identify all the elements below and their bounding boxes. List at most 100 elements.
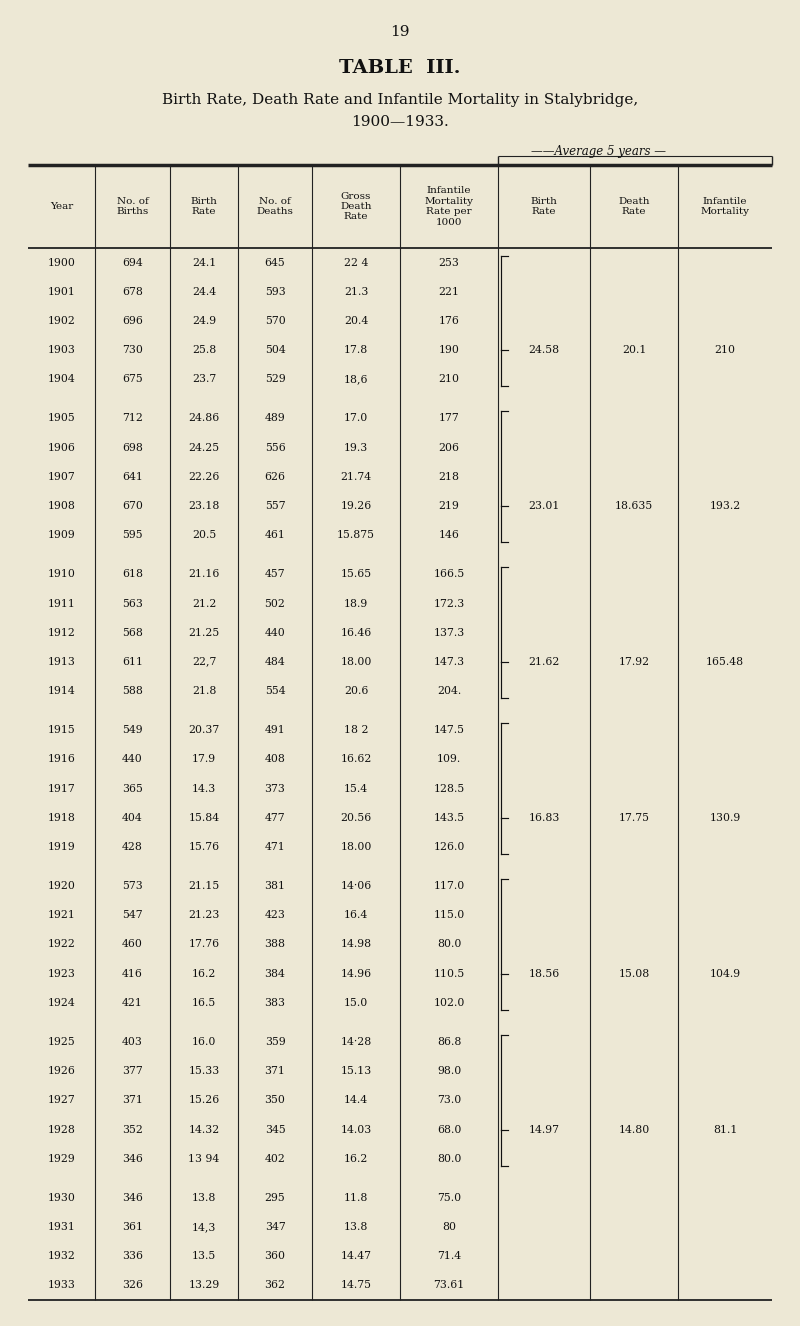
Text: 16.0: 16.0 <box>192 1037 216 1048</box>
Text: 362: 362 <box>265 1281 286 1290</box>
Text: 15.4: 15.4 <box>344 784 368 793</box>
Text: 1916: 1916 <box>47 754 75 765</box>
Text: 21.74: 21.74 <box>341 472 371 481</box>
Text: 19.3: 19.3 <box>344 443 368 452</box>
Text: 13.5: 13.5 <box>192 1252 216 1261</box>
Text: 678: 678 <box>122 286 143 297</box>
Text: 16.4: 16.4 <box>344 911 368 920</box>
Text: 18.9: 18.9 <box>344 598 368 609</box>
Text: 1909: 1909 <box>48 530 75 540</box>
Text: 1923: 1923 <box>47 968 75 979</box>
Text: 556: 556 <box>265 443 286 452</box>
Text: 109.: 109. <box>437 754 461 765</box>
Text: 219: 219 <box>438 501 459 511</box>
Text: 20.56: 20.56 <box>340 813 372 822</box>
Text: 1932: 1932 <box>47 1252 75 1261</box>
Text: 23.01: 23.01 <box>528 501 560 511</box>
Text: 80: 80 <box>442 1223 456 1232</box>
Text: 16.2: 16.2 <box>192 968 216 979</box>
Text: 21.3: 21.3 <box>344 286 368 297</box>
Text: 1927: 1927 <box>48 1095 75 1106</box>
Text: 68.0: 68.0 <box>437 1124 461 1135</box>
Text: 461: 461 <box>265 530 286 540</box>
Text: 21.23: 21.23 <box>188 911 220 920</box>
Text: 15.08: 15.08 <box>618 968 650 979</box>
Text: 21.16: 21.16 <box>188 569 220 579</box>
Text: 17.76: 17.76 <box>189 940 219 949</box>
Text: 1908: 1908 <box>47 501 75 511</box>
Text: 1929: 1929 <box>48 1154 75 1164</box>
Text: 15.875: 15.875 <box>337 530 375 540</box>
Text: 383: 383 <box>265 997 286 1008</box>
Text: 13.8: 13.8 <box>344 1223 368 1232</box>
Text: 16.2: 16.2 <box>344 1154 368 1164</box>
Text: Gross
Death
Rate: Gross Death Rate <box>340 191 372 221</box>
Text: 352: 352 <box>122 1124 143 1135</box>
Text: 428: 428 <box>122 842 143 851</box>
Text: 618: 618 <box>122 569 143 579</box>
Text: 22 4: 22 4 <box>344 257 368 268</box>
Text: 1901: 1901 <box>47 286 75 297</box>
Text: 1911: 1911 <box>47 598 75 609</box>
Text: 712: 712 <box>122 414 143 423</box>
Text: 18.635: 18.635 <box>615 501 653 511</box>
Text: 554: 554 <box>265 686 286 696</box>
Text: 423: 423 <box>265 911 286 920</box>
Text: 110.5: 110.5 <box>434 968 465 979</box>
Text: 1922: 1922 <box>47 940 75 949</box>
Text: No. of
Births: No. of Births <box>116 196 149 216</box>
Text: 365: 365 <box>122 784 143 793</box>
Text: 611: 611 <box>122 656 143 667</box>
Text: 166.5: 166.5 <box>434 569 465 579</box>
Text: 15.0: 15.0 <box>344 997 368 1008</box>
Text: 15.65: 15.65 <box>341 569 371 579</box>
Text: 21.8: 21.8 <box>192 686 216 696</box>
Text: 24.25: 24.25 <box>189 443 219 452</box>
Text: 18.00: 18.00 <box>340 842 372 851</box>
Text: 14.47: 14.47 <box>341 1252 371 1261</box>
Text: 221: 221 <box>438 286 459 297</box>
Text: 22,7: 22,7 <box>192 656 216 667</box>
Text: 172.3: 172.3 <box>434 598 465 609</box>
Text: 1928: 1928 <box>47 1124 75 1135</box>
Text: 1904: 1904 <box>48 374 75 385</box>
Text: 593: 593 <box>265 286 286 297</box>
Text: 18 2: 18 2 <box>344 725 368 736</box>
Text: 126.0: 126.0 <box>434 842 465 851</box>
Text: No. of
Deaths: No. of Deaths <box>257 196 294 216</box>
Text: 1905: 1905 <box>48 414 75 423</box>
Text: 361: 361 <box>122 1223 143 1232</box>
Text: 14.32: 14.32 <box>188 1124 220 1135</box>
Text: 696: 696 <box>122 316 143 326</box>
Text: 193.2: 193.2 <box>710 501 741 511</box>
Text: 326: 326 <box>122 1281 143 1290</box>
Text: 19.26: 19.26 <box>340 501 372 511</box>
Text: 24.86: 24.86 <box>188 414 220 423</box>
Text: 675: 675 <box>122 374 143 385</box>
Text: 645: 645 <box>265 257 286 268</box>
Text: 359: 359 <box>265 1037 286 1048</box>
Text: ——Average 5 years —: ——Average 5 years — <box>531 146 669 159</box>
Text: 568: 568 <box>122 627 143 638</box>
Text: 416: 416 <box>122 968 143 979</box>
Text: 253: 253 <box>438 257 459 268</box>
Text: 1931: 1931 <box>47 1223 75 1232</box>
Text: 1933: 1933 <box>47 1281 75 1290</box>
Text: 1900: 1900 <box>47 257 75 268</box>
Text: 1902: 1902 <box>47 316 75 326</box>
Text: 80.0: 80.0 <box>437 940 461 949</box>
Text: 360: 360 <box>265 1252 286 1261</box>
Text: 408: 408 <box>265 754 286 765</box>
Text: 147.3: 147.3 <box>434 656 465 667</box>
Text: Birth
Rate: Birth Rate <box>190 196 218 216</box>
Text: 1917: 1917 <box>48 784 75 793</box>
Text: 147.5: 147.5 <box>434 725 465 736</box>
Text: 98.0: 98.0 <box>437 1066 461 1077</box>
Text: 190: 190 <box>438 345 459 355</box>
Text: 15.76: 15.76 <box>189 842 219 851</box>
Text: 24.1: 24.1 <box>192 257 216 268</box>
Text: 137.3: 137.3 <box>434 627 465 638</box>
Text: 336: 336 <box>122 1252 143 1261</box>
Text: 641: 641 <box>122 472 143 481</box>
Text: 529: 529 <box>265 374 286 385</box>
